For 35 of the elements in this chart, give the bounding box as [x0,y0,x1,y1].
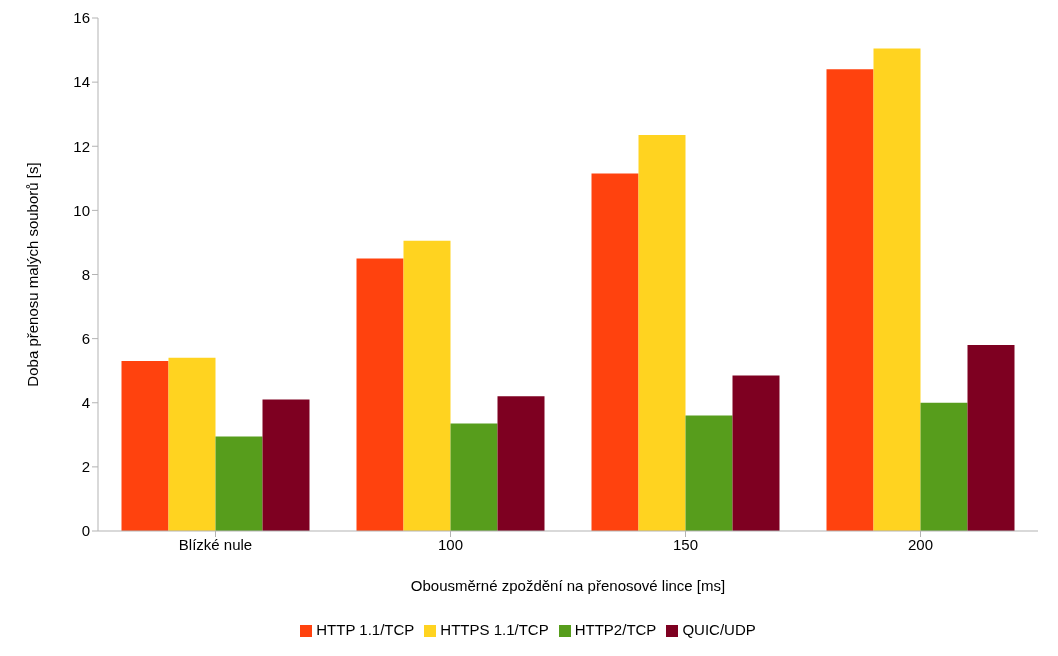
legend-label: QUIC/UDP [682,621,756,638]
y-tick-label: 10 [73,201,90,219]
legend-label: HTTP 1.1/TCP [316,621,415,638]
x-tick-label: Blízké nule [178,535,253,553]
bar [732,375,780,531]
y-tick-label: 14 [73,73,90,91]
legend-label: HTTPS 1.1/TCP [440,621,549,638]
bar [497,396,545,531]
y-tick-label: 12 [73,137,90,155]
legend-label: HTTP2/TCP [574,621,657,638]
x-tick-label: 200 [907,535,934,553]
bar [168,357,216,531]
y-tick-label: 6 [81,329,90,347]
bar [591,173,639,531]
bar [403,240,451,531]
y-axis-title: Doba přenosu malých souborů [s] [24,162,42,387]
x-tick-label: 150 [672,535,699,553]
bar [638,135,686,531]
bar [356,258,404,531]
y-tick-label: 2 [81,458,90,476]
bar [121,361,169,531]
x-tick-label: 100 [437,535,464,553]
bar [967,345,1015,531]
y-tick-label: 8 [81,265,90,283]
y-tick-label: 4 [81,394,90,412]
bar [873,48,921,531]
y-tick-label: 0 [81,522,90,540]
bar [215,436,263,531]
x-axis-title: Obousměrné zpoždění na přenosové lince [ms] [410,577,726,594]
bar [262,399,310,531]
bar [920,402,968,531]
bar [826,69,874,531]
y-tick-label: 16 [73,9,90,27]
bar [450,423,498,531]
bar [685,415,733,531]
